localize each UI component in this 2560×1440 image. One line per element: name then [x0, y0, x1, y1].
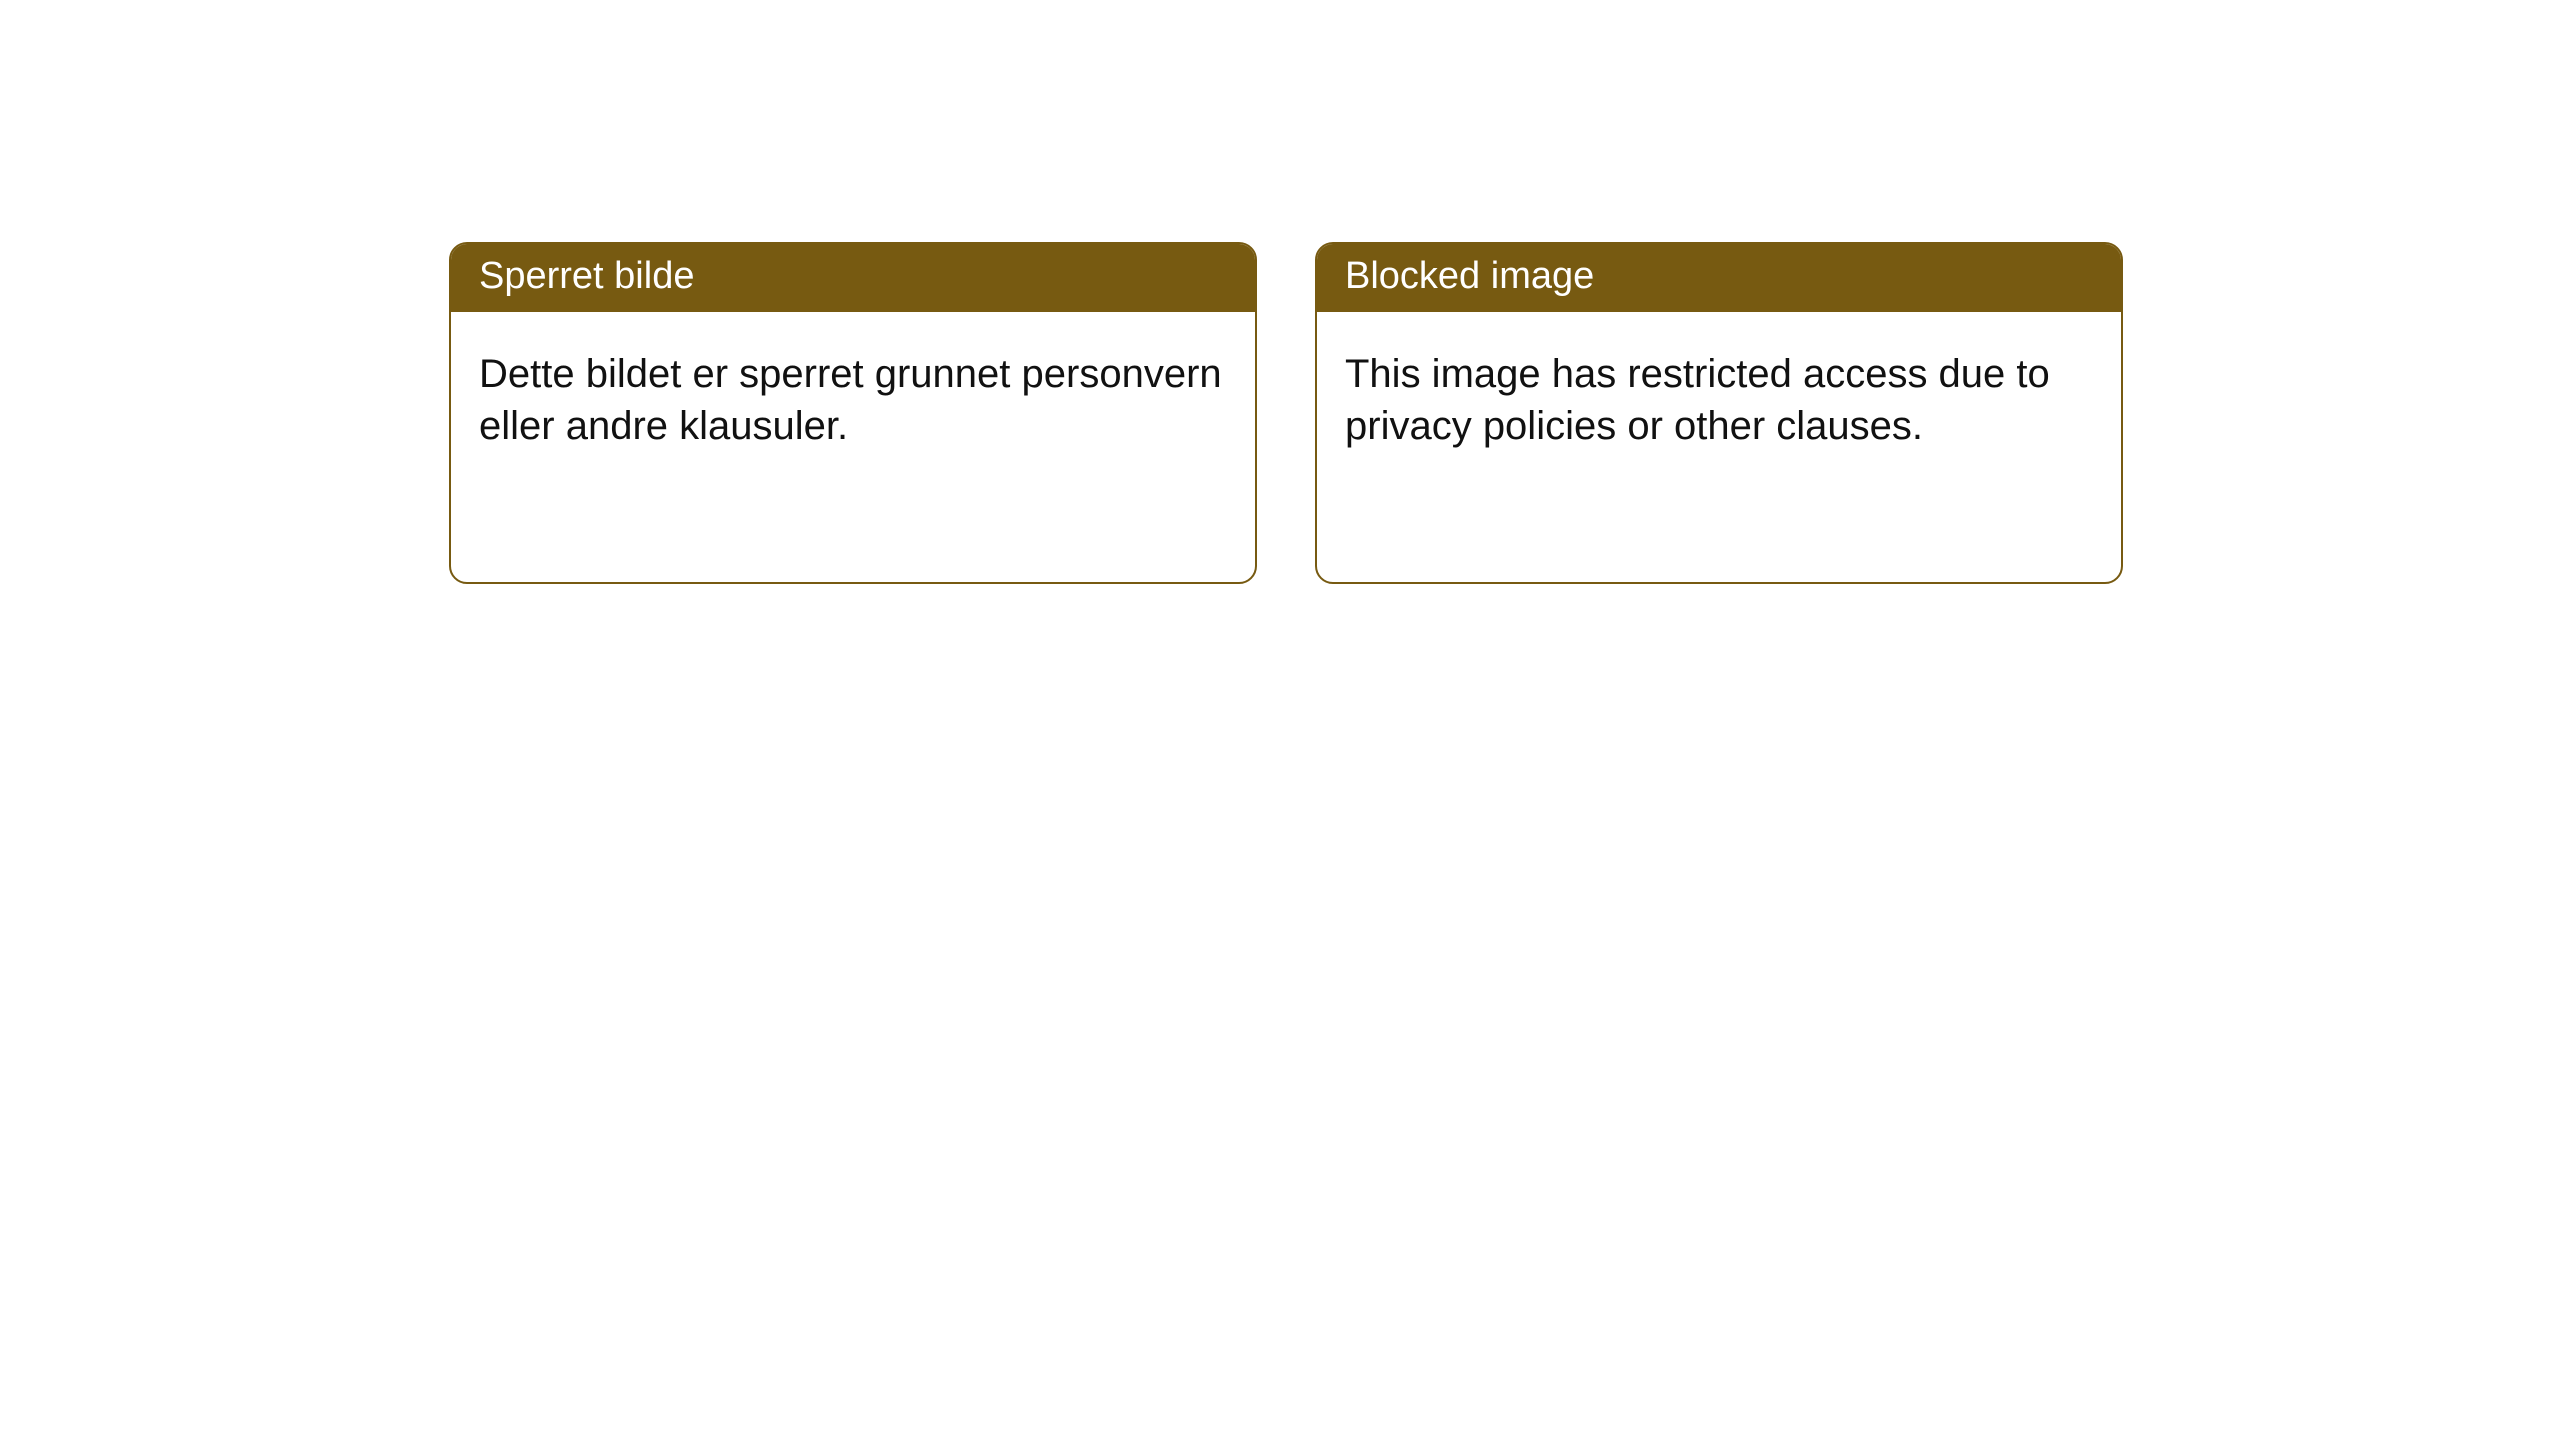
notice-container: Sperret bilde Dette bildet er sperret gr… — [0, 0, 2560, 584]
notice-box-english: Blocked image This image has restricted … — [1315, 242, 2123, 584]
notice-title-norwegian: Sperret bilde — [451, 244, 1255, 312]
notice-body-norwegian: Dette bildet er sperret grunnet personve… — [451, 312, 1255, 582]
notice-title-english: Blocked image — [1317, 244, 2121, 312]
notice-body-english: This image has restricted access due to … — [1317, 312, 2121, 582]
notice-box-norwegian: Sperret bilde Dette bildet er sperret gr… — [449, 242, 1257, 584]
